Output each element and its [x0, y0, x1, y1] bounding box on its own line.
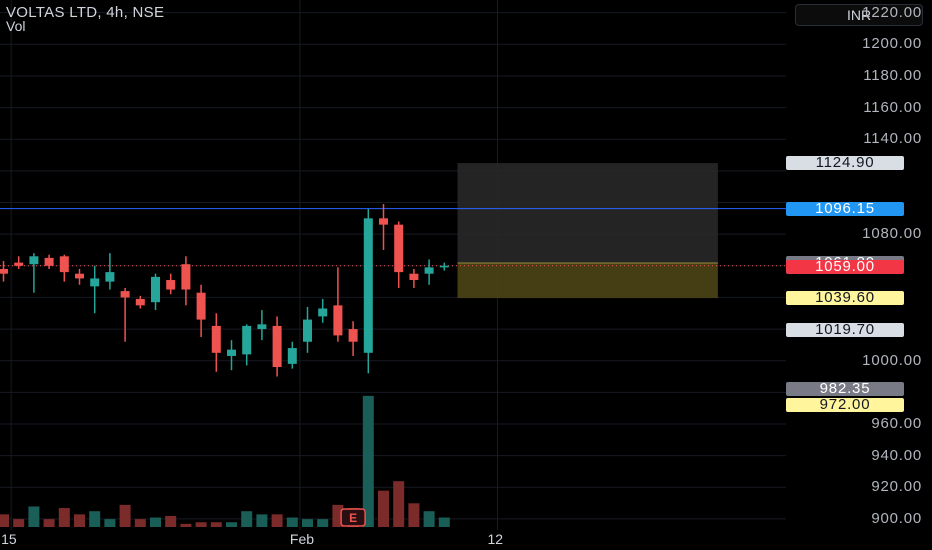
volume-bar [271, 514, 283, 527]
price-tick-label: 1160.00 [863, 98, 922, 116]
candle-body [409, 273, 419, 281]
volume-bar [134, 519, 146, 527]
price-tick-label: 900.00 [871, 509, 922, 527]
candle-body [257, 324, 267, 330]
position-box[interactable] [457, 163, 718, 299]
volume-bars: E [0, 395, 450, 527]
candle-body [59, 256, 69, 273]
volume-bar [408, 503, 420, 527]
price-badge: 972.00 [786, 397, 904, 412]
price-tick-label: 1140.00 [863, 130, 922, 148]
candle-body [105, 272, 115, 282]
volume-bar [241, 511, 253, 527]
candlesticks [0, 204, 449, 377]
price-tick-label: 920.00 [871, 478, 922, 496]
candle-body [120, 291, 130, 298]
candle-body [166, 280, 176, 290]
volume-bar [89, 511, 101, 527]
candle-body [227, 349, 236, 356]
price-tick-label: 1000.00 [862, 351, 922, 369]
candle-body [14, 262, 24, 266]
position-target-zone [457, 163, 718, 263]
volume-bar [180, 523, 192, 527]
candle-body [44, 257, 54, 266]
time-tick-label: 15 [1, 531, 17, 547]
volume-bar [256, 514, 268, 527]
candle-body [196, 292, 206, 320]
volume-bar [195, 522, 207, 527]
volume-bar [362, 395, 374, 527]
horizontal-line[interactable] [0, 208, 786, 267]
symbol-title[interactable]: VOLTAS LTD, 4h, NSE [6, 4, 165, 21]
candle-body [211, 325, 221, 353]
candle-body [424, 267, 434, 274]
candle-body [318, 308, 328, 317]
candle-body [439, 265, 449, 268]
price-tick-label: 1080.00 [862, 225, 922, 243]
candle-body [303, 319, 312, 342]
candle-body [272, 325, 282, 368]
volume-bar [119, 504, 131, 527]
volume-bar [286, 517, 298, 527]
volume-bar [13, 519, 25, 527]
volume-bar [423, 511, 435, 527]
volume-indicator-label[interactable]: Vol [6, 18, 26, 34]
volume-bar [28, 506, 40, 527]
volume-bar [165, 515, 177, 527]
candle-body [379, 218, 388, 225]
position-stop-zone [457, 262, 718, 299]
candle-body [29, 256, 39, 265]
candle-body [181, 264, 191, 290]
candle-body [363, 218, 373, 353]
volume-bar [317, 519, 329, 527]
volume-bar [43, 519, 55, 527]
price-tick-label: 1200.00 [862, 35, 922, 53]
volume-bar [393, 481, 405, 527]
price-tick-label: 1180.00 [863, 66, 922, 84]
price-badge: 1059.00 [786, 259, 904, 275]
volume-bar [302, 519, 313, 527]
time-tick-label: 12 [487, 531, 504, 547]
volume-bar [210, 522, 222, 527]
candle-body [75, 273, 84, 279]
candle-body [151, 276, 160, 303]
earnings-marker [340, 508, 366, 527]
volume-bar [150, 517, 161, 527]
candle-body [135, 299, 145, 306]
price-tick-label: 1220.00 [862, 3, 922, 21]
candle-body [348, 329, 358, 342]
candle-body [0, 268, 8, 274]
candle-body [242, 325, 252, 355]
price-badge: 1039.60 [786, 290, 904, 306]
time-tick-label: Feb [289, 531, 315, 547]
price-badge: 1124.90 [786, 155, 904, 171]
price-tick-label: 960.00 [871, 415, 922, 432]
volume-bar [0, 514, 9, 527]
price-badge: 1096.15 [786, 201, 904, 216]
volume-bar [332, 504, 344, 527]
volume-bar [226, 522, 237, 527]
volume-bar [378, 490, 389, 527]
volume-bar [438, 517, 450, 527]
candle-body [333, 305, 343, 336]
volume-bar [74, 514, 85, 527]
candle-body [287, 348, 297, 364]
price-tick-label: 940.00 [871, 446, 922, 464]
volume-bar [104, 519, 116, 527]
candle-body [90, 278, 100, 287]
earnings-marker-label: E [349, 511, 357, 525]
candle-body [394, 224, 404, 273]
price-badge: 982.35 [786, 381, 904, 396]
currency-button[interactable]: INR [795, 4, 923, 26]
volume-bar [58, 508, 70, 527]
price-badge: 1019.70 [786, 322, 904, 337]
